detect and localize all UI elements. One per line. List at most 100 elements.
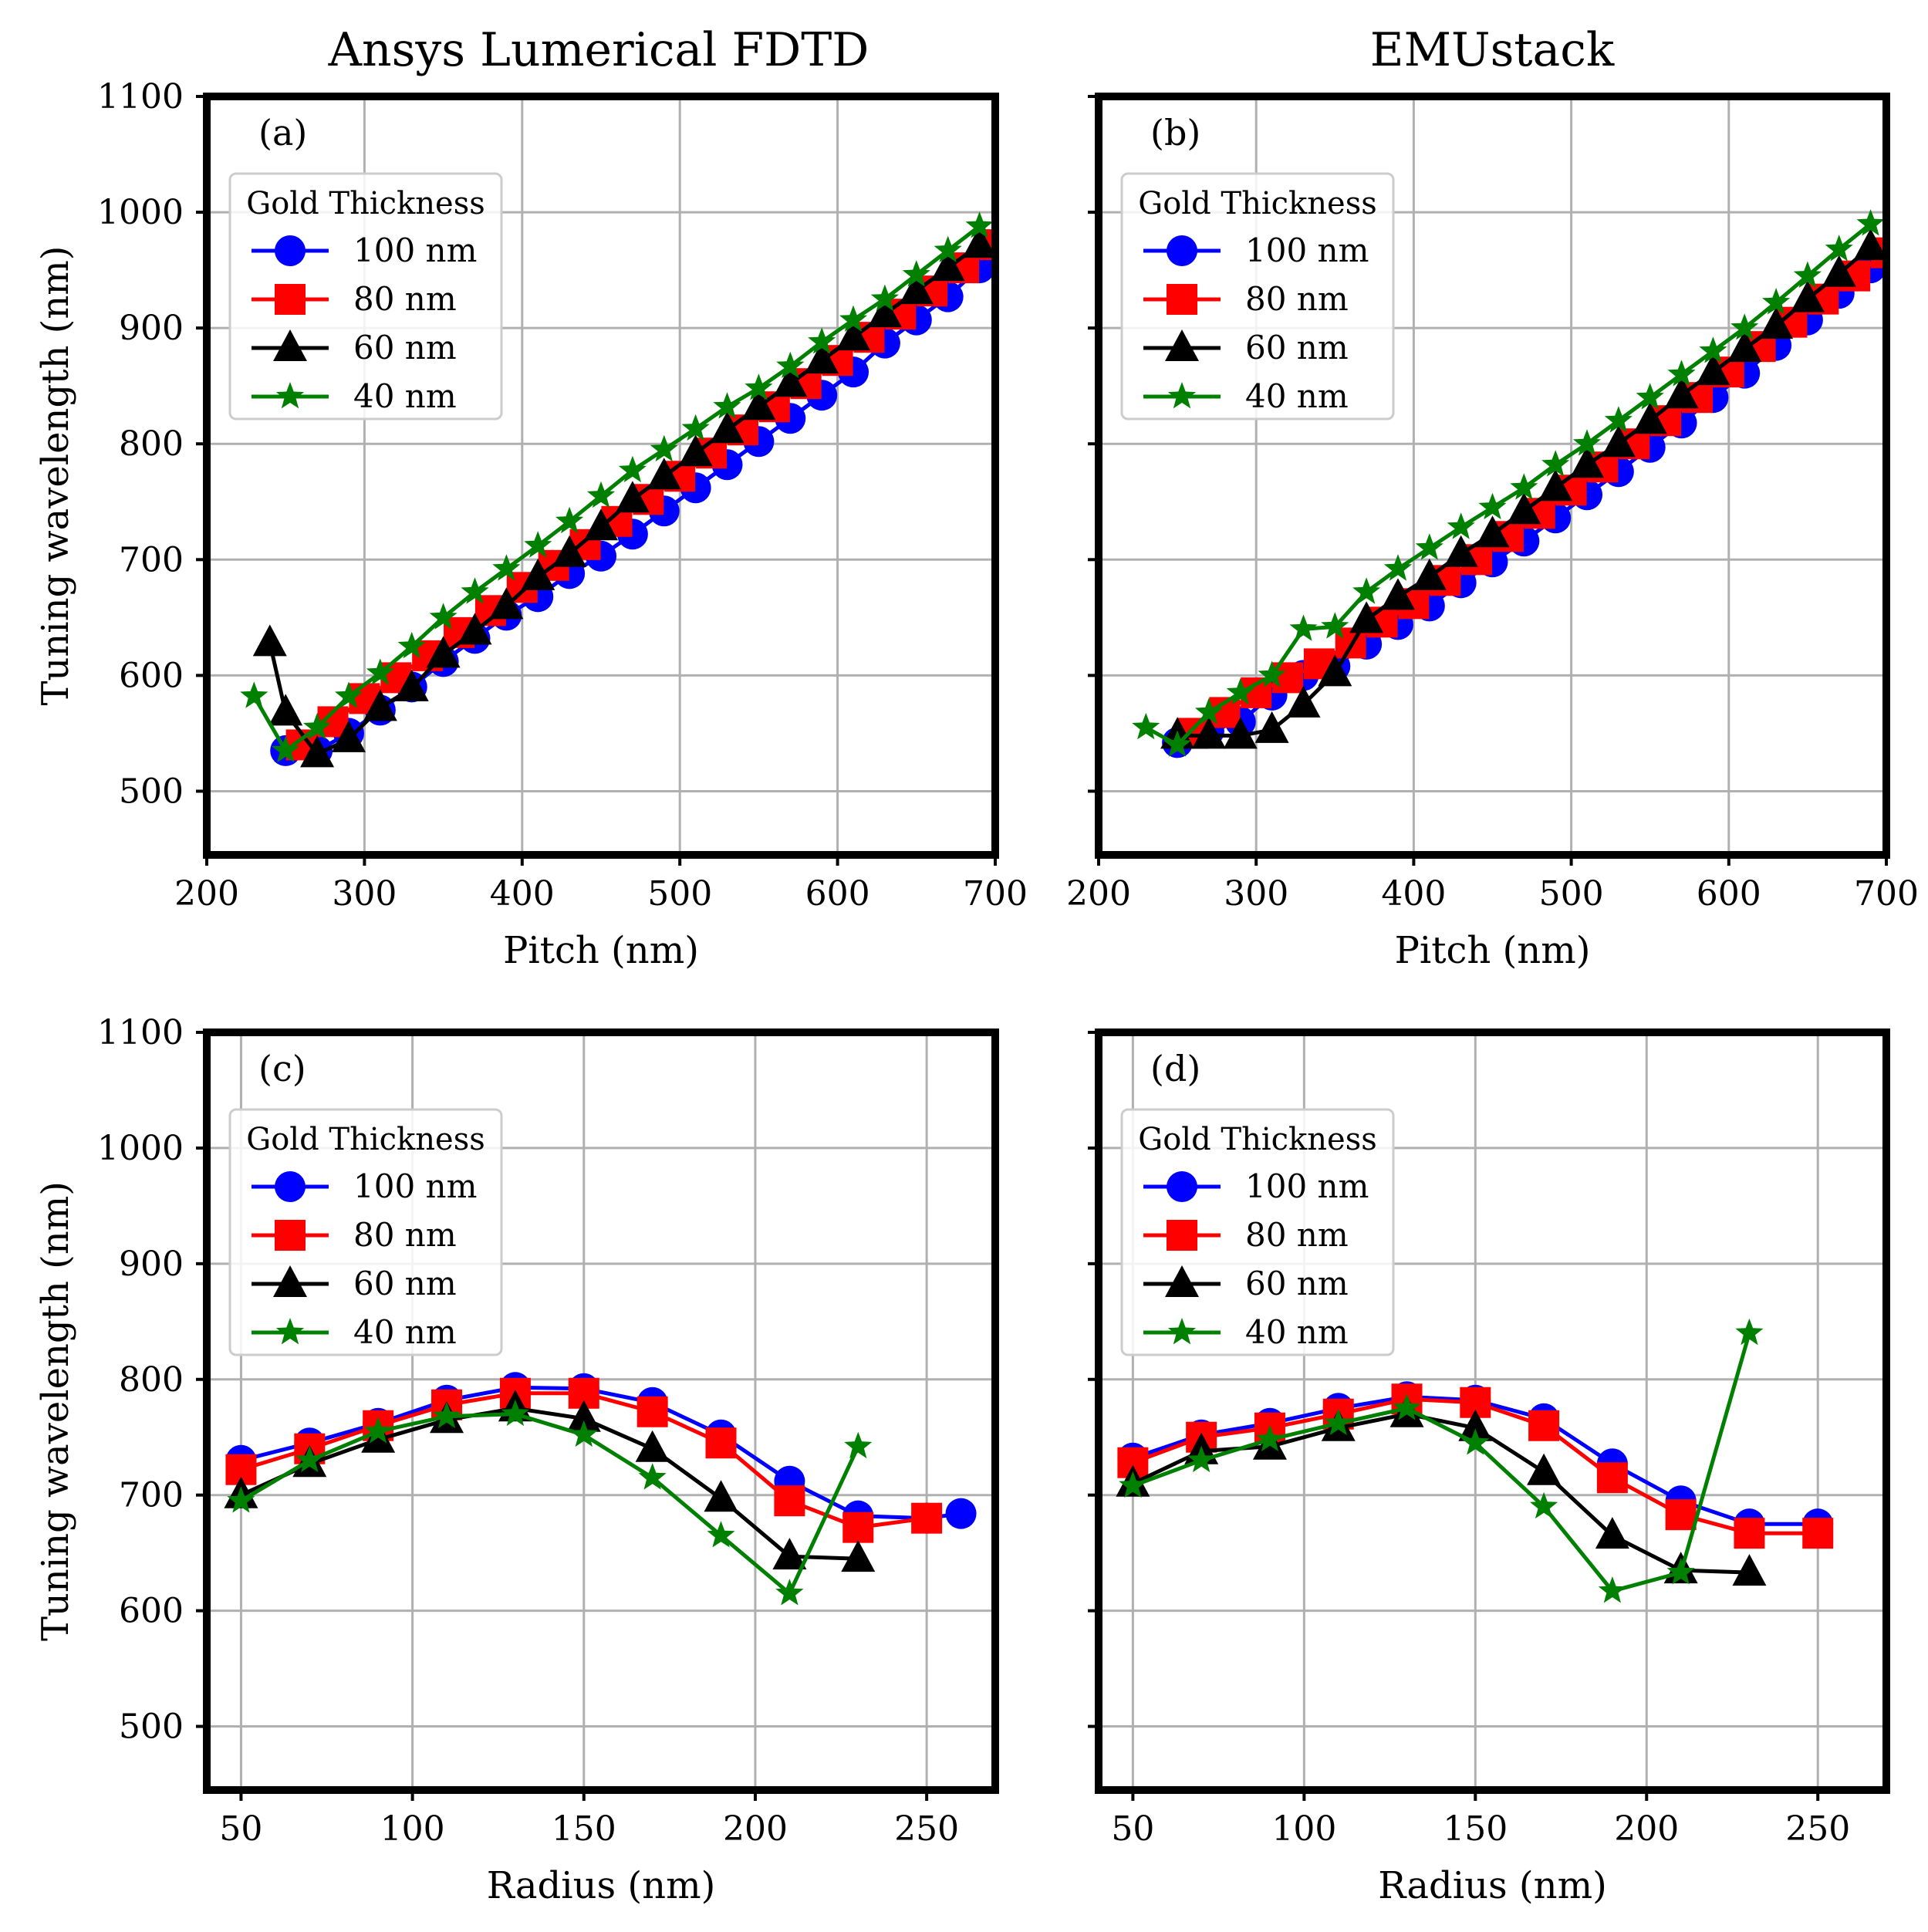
x-tick-label: 150 [1443,1809,1508,1849]
legend-entry: 80 nm [1245,280,1349,318]
axes-frame [1095,1028,1890,1794]
series-40nm-point [1667,360,1696,387]
plot-area [224,1372,977,1606]
legend-marker [1165,1265,1199,1297]
series-80nm-point [1665,1499,1697,1531]
series-60nm-point [252,624,287,657]
series-40nm-point [303,712,332,740]
series-40nm-point [569,1420,598,1447]
legend-entry: 80 nm [353,1216,457,1254]
series-40nm-point [902,260,930,287]
y-tick-label: 700 [119,1476,184,1515]
series-60nm-point [394,669,429,701]
series-60nm-point [1443,535,1478,567]
series-60nm-point [635,1430,670,1462]
series-60nm-line [1132,1412,1750,1575]
panels: 200 300 400 500 600 700 500 600 700 800 900 1000 110… [34,77,1919,1907]
series-40nm-point [227,1486,255,1513]
series-40nm-point [429,603,458,630]
legend-marker [275,382,305,409]
series-60nm-point [1633,402,1667,434]
series-40nm-point [808,327,836,354]
legend-entry: 100 nm [1245,231,1369,269]
panel-label: (d) [1150,1048,1200,1089]
series-80nm-point [1596,1462,1628,1494]
series-60nm-point [704,1480,738,1512]
series-60nm-point [772,1538,807,1570]
series-80nm-point [1802,1518,1834,1549]
series-40nm-point [272,735,300,763]
legend: Gold Thickness 100 nm 80 nm 60 nm 40 nm [1120,1108,1395,1356]
panel-b: 200 300 400 500 600 700 Pitch (nm) (b) Gold Thic… [1066,93,1919,972]
x-tick-label: 200 [1066,874,1131,914]
series-80nm-point [774,1485,805,1517]
series-60nm-point [1286,685,1321,718]
series-40nm-point [1598,1576,1626,1603]
y-tick-label: 700 [119,540,184,579]
series-80nm-point [1528,1410,1560,1441]
series-60nm-point [1727,330,1762,363]
series-60nm-point [805,342,839,374]
series-60nm-point [300,735,335,768]
legend-entry: 100 nm [1245,1167,1369,1205]
panel-label: (b) [1150,112,1200,154]
panel-label: (c) [258,1048,306,1089]
x-axis-label: Pitch (nm) [503,929,699,972]
series-40nm-point [1447,512,1475,539]
x-tick-label: 100 [1271,1809,1336,1849]
x-tick-label: 300 [1224,874,1288,914]
legend-marker [1165,329,1199,361]
series-60nm-point [1223,717,1258,749]
series-60nm-point [1664,377,1699,409]
series-60nm-point [962,226,995,258]
series-40nm-point [1793,261,1822,288]
legend-marker [1167,235,1197,266]
series-60nm-point [1732,1554,1767,1586]
series-40nm-point [1289,614,1318,641]
series-60nm-point [1601,425,1636,458]
legend-entry: 60 nm [1245,1265,1349,1302]
legend-marker [1167,284,1197,315]
legend-entry: 40 nm [1245,1313,1349,1351]
x-tick-label: 400 [1381,874,1446,914]
series-100nm-point [945,1498,977,1529]
series-40nm-point [1258,660,1286,687]
series-40nm-point [1415,533,1443,560]
legend-marker [1167,1220,1197,1251]
series-40nm-point [870,284,899,311]
x-tick-label: 250 [894,1809,959,1849]
legend-entry: 100 nm [353,231,477,269]
series-40nm-point [681,414,710,441]
series-40nm-point [1735,1318,1764,1346]
series-40nm-point [1730,313,1759,340]
x-tick-label: 500 [647,874,712,914]
y-tick-label: 800 [119,1360,184,1400]
x-tick-label: 200 [723,1809,788,1849]
series-60nm-point [1696,353,1730,386]
series-40nm-point [618,455,647,483]
y-tick-label: 600 [119,1592,184,1631]
x-tick-label: 50 [1111,1809,1154,1849]
series-40nm-point [650,434,678,462]
series-60nm-point [741,388,776,421]
series-40nm-point [433,1401,461,1429]
series-40nm-point [1461,1428,1490,1455]
legend-marker [275,284,306,315]
series-40nm-point [397,631,426,659]
series-80nm-point [911,1502,943,1534]
legend-title: Gold Thickness [246,1122,485,1157]
series-60nm-point [458,613,492,645]
legend-entry: 60 nm [353,1265,457,1302]
x-tick-label: 150 [552,1809,616,1849]
series-60nm-point [1475,515,1510,548]
y-axis-label: Tuning wavelength (nm) [34,245,77,705]
series-40nm-point [839,305,868,332]
series-40nm-point [1762,288,1791,315]
series-40nm-point [1510,473,1538,500]
x-tick-label: 400 [490,874,555,914]
series-60nm-point [363,689,397,721]
series-60nm-point [1412,558,1447,590]
series-40nm-point [1666,1558,1695,1585]
series-60nm-point [426,636,461,668]
